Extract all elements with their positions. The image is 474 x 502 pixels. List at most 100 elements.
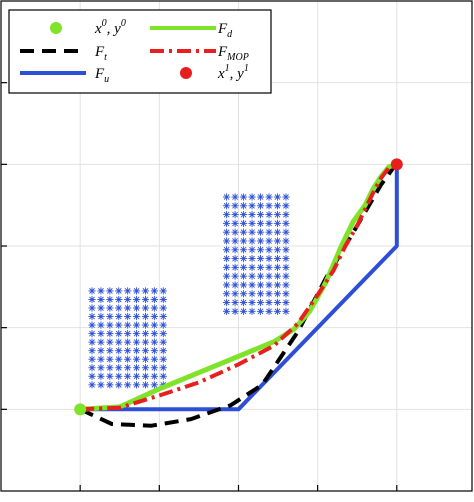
- obstacle-asterisk: [273, 290, 282, 298]
- obstacle-asterisk: [239, 237, 248, 245]
- obstacle-asterisk: [115, 338, 123, 346]
- obstacle-asterisk: [282, 307, 290, 315]
- obstacle-asterisk: [248, 281, 256, 289]
- obstacle-asterisk: [132, 372, 141, 380]
- obstacle-asterisk: [239, 193, 248, 201]
- obstacle-asterisk: [231, 246, 239, 254]
- obstacle-asterisk: [159, 321, 167, 329]
- obstacle-asterisk: [115, 372, 123, 380]
- obstacle-asterisk: [239, 254, 248, 263]
- obstacle-asterisk: [231, 202, 239, 210]
- obstacle-asterisk: [282, 193, 290, 201]
- obstacle-asterisk: [282, 263, 290, 271]
- obstacle-asterisk: [159, 330, 167, 338]
- obstacle-asterisk: [256, 254, 265, 263]
- obstacle-asterisk: [248, 307, 256, 315]
- series-lines: [77, 161, 400, 428]
- legend-marker-start: [50, 22, 62, 34]
- obstacle-asterisk: [282, 210, 290, 219]
- obstacle-asterisk: [97, 355, 105, 363]
- obstacle-asterisk: [282, 202, 290, 210]
- obstacle-asterisk: [239, 246, 248, 254]
- obstacle-asterisk: [273, 254, 282, 263]
- obstacle-asterisk: [231, 263, 239, 271]
- obstacle-asterisk: [150, 338, 158, 346]
- obstacle-asterisk: [150, 347, 158, 355]
- obstacle-asterisk: [282, 290, 290, 298]
- obstacle-asterisk: [159, 347, 167, 355]
- obstacle-asterisk: [124, 295, 132, 304]
- obstacle-asterisk: [282, 246, 290, 254]
- obstacle-asterisk: [273, 298, 282, 307]
- obstacle-asterisk: [223, 272, 231, 280]
- obstacle-asterisk: [159, 295, 167, 304]
- obstacle-asterisk: [141, 338, 150, 346]
- series-line-f-mop: [80, 162, 398, 412]
- obstacle-asterisk: [106, 372, 114, 380]
- obstacle-asterisk: [88, 321, 96, 329]
- obstacle-asterisk: [159, 304, 167, 312]
- obstacle-asterisk: [141, 312, 150, 321]
- legend-marker-end: [180, 67, 192, 79]
- obstacle-asterisk: [256, 307, 265, 315]
- obstacle-asterisk: [248, 254, 256, 263]
- obstacle-asterisk: [141, 304, 150, 312]
- obstacle-asterisk: [115, 364, 123, 372]
- obstacle-asterisk: [273, 202, 282, 210]
- obstacle-asterisk: [88, 372, 96, 380]
- obstacle-asterisk: [124, 304, 132, 312]
- obstacle-asterisk: [141, 355, 150, 363]
- obstacle-asterisk: [231, 210, 239, 219]
- obstacle-asterisk: [115, 312, 123, 321]
- obstacle-asterisk: [97, 321, 105, 329]
- obstacle-asterisk: [239, 219, 248, 227]
- obstacle-asterisk: [115, 295, 123, 304]
- obstacles: [88, 193, 290, 389]
- obstacle-asterisk: [124, 312, 132, 321]
- axis-ticks: [1, 82, 398, 491]
- obstacle-asterisk: [150, 330, 158, 338]
- obstacle-asterisk: [239, 298, 248, 307]
- series-line-f-u: [78, 162, 399, 412]
- obstacle-asterisk: [282, 272, 290, 280]
- obstacle-asterisk: [88, 312, 96, 321]
- legend-entry-fu: Fu: [20, 66, 109, 85]
- obstacle-1: [88, 287, 167, 389]
- obstacle-asterisk: [248, 246, 256, 254]
- obstacle-asterisk: [273, 237, 282, 245]
- obstacle-asterisk: [273, 228, 282, 236]
- obstacle-asterisk: [282, 237, 290, 245]
- obstacle-asterisk: [150, 355, 158, 363]
- obstacle-asterisk: [265, 290, 273, 298]
- obstacle-asterisk: [273, 272, 282, 280]
- legend-entry-ft: Ft: [20, 44, 107, 63]
- obstacle-asterisk: [132, 304, 141, 312]
- obstacle-asterisk: [88, 287, 96, 295]
- obstacle-asterisk: [88, 295, 96, 304]
- obstacle-asterisk: [265, 281, 273, 289]
- obstacle-asterisk: [223, 298, 231, 307]
- obstacle-asterisk: [150, 295, 158, 304]
- obstacle-asterisk: [256, 210, 265, 219]
- obstacle-asterisk: [132, 312, 141, 321]
- obstacle-asterisk: [256, 228, 265, 236]
- obstacle-asterisk: [239, 210, 248, 219]
- obstacle-asterisk: [231, 254, 239, 263]
- obstacle-asterisk: [150, 381, 158, 389]
- obstacle-asterisk: [141, 364, 150, 372]
- obstacle-asterisk: [97, 304, 105, 312]
- obstacle-asterisk: [256, 237, 265, 245]
- obstacle-asterisk: [115, 321, 123, 329]
- obstacle-asterisk: [223, 202, 231, 210]
- obstacle-asterisk: [223, 281, 231, 289]
- obstacle-asterisk: [150, 372, 158, 380]
- obstacle-asterisk: [223, 219, 231, 227]
- obstacle-asterisk: [141, 372, 150, 380]
- obstacle-asterisk: [141, 330, 150, 338]
- obstacle-asterisk: [231, 298, 239, 307]
- obstacle-asterisk: [159, 372, 167, 380]
- obstacle-asterisk: [248, 290, 256, 298]
- obstacle-asterisk: [265, 193, 273, 201]
- obstacle-asterisk: [265, 272, 273, 280]
- obstacle-asterisk: [106, 381, 114, 389]
